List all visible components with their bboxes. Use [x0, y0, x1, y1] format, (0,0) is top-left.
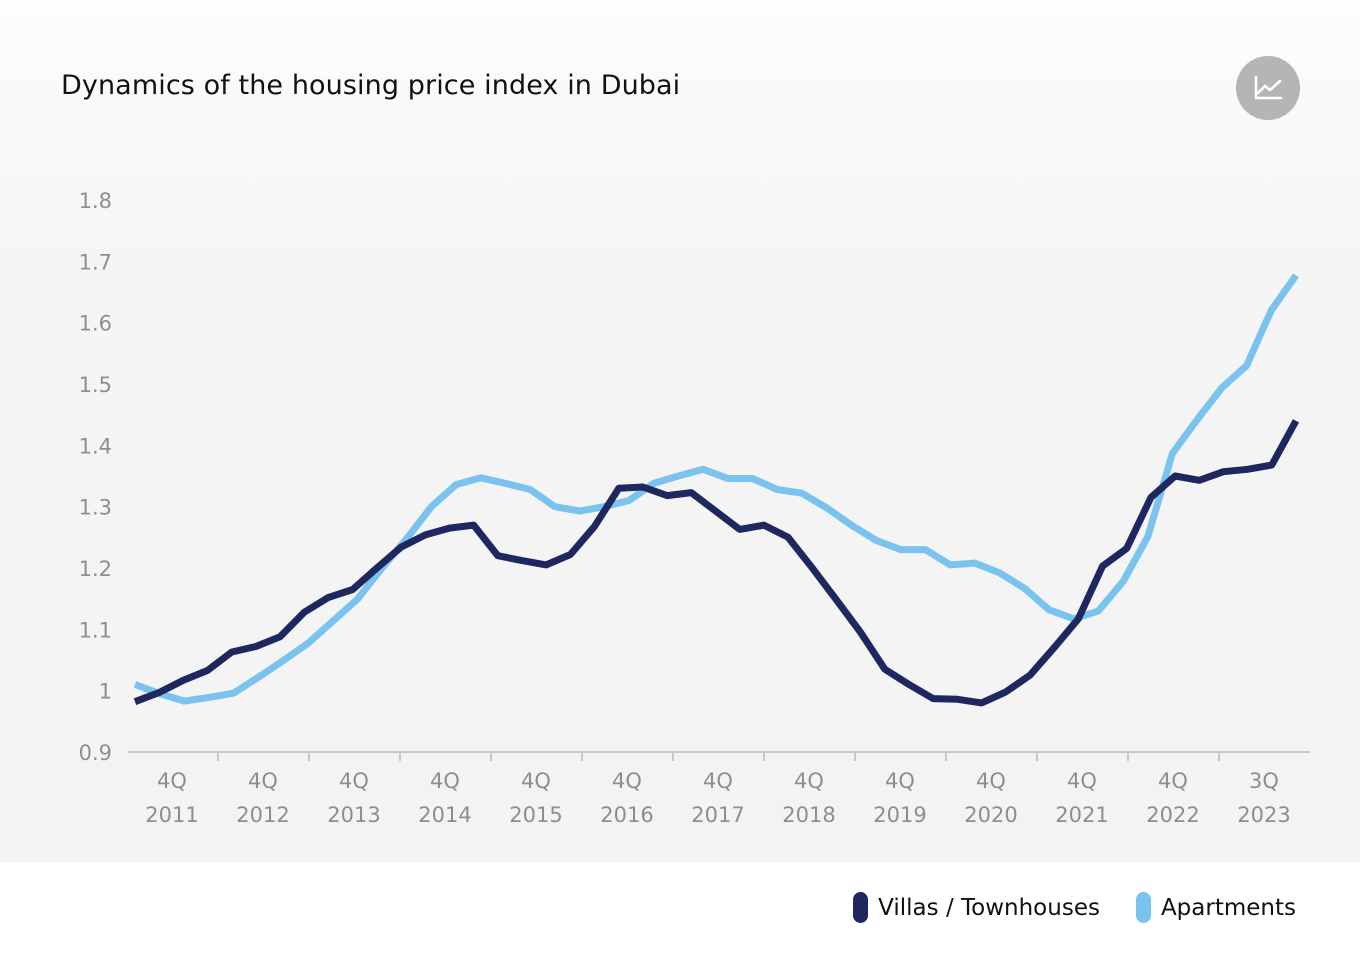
x-tick-label-quarter: 4Q [248, 769, 278, 793]
x-tick-label-quarter: 4Q [521, 769, 551, 793]
y-tick-label: 1.5 [79, 373, 112, 397]
x-axis: 4Q 2011 4Q 2012 4Q 2013 4Q 2014 4Q 2015 4Q 2016 4Q 20… [128, 751, 1310, 827]
legend-label-apartments: Apartments [1160, 894, 1296, 921]
x-tick-label-quarter: 3Q [1249, 769, 1279, 793]
x-tick-label-quarter: 4Q [612, 769, 642, 793]
x-tick-label-quarter: 4Q [430, 769, 460, 793]
x-tick-label-year: 2015 [509, 803, 562, 827]
line-chart: 0.9 1 1.1 1.2 1.3 1.4 1.5 1.6 1.7 1.8 4Q 2011 4Q 201… [79, 189, 1310, 827]
x-tick-label-quarter: 4Q [794, 769, 824, 793]
y-tick-label: 1.7 [79, 250, 112, 274]
y-tick-label: 1 [99, 680, 112, 704]
chart-title: Dynamics of the housing price index in D… [61, 70, 681, 101]
x-tick-label-year: 2023 [1237, 803, 1290, 827]
series-lines [133, 273, 1300, 707]
x-tick-label-quarter: 4Q [157, 769, 187, 793]
y-tick-label: 1.8 [79, 189, 112, 213]
y-tick-label: 1.1 [79, 618, 112, 642]
y-tick-label: 0.9 [79, 741, 112, 765]
x-tick-label-year: 2019 [873, 803, 926, 827]
x-tick-label-year: 2012 [236, 803, 289, 827]
x-tick-label-year: 2013 [327, 803, 380, 827]
x-tick-label-year: 2011 [145, 803, 198, 827]
y-axis: 0.9 1 1.1 1.2 1.3 1.4 1.5 1.6 1.7 1.8 [79, 189, 112, 765]
legend: Villas / Townhouses Apartments [853, 892, 1296, 923]
y-tick-label: 1.3 [79, 496, 112, 520]
series-line-villas[interactable] [133, 419, 1300, 707]
series-line-apartments[interactable] [133, 273, 1299, 705]
x-tick-label-quarter: 4Q [1158, 769, 1188, 793]
x-tick-label-year: 2016 [600, 803, 653, 827]
line-chart-icon [1254, 75, 1283, 100]
legend-item-apartments[interactable]: Apartments [1135, 892, 1296, 923]
chart-card: Dynamics of the housing price index in D… [0, 0, 1360, 862]
x-tick-label-year: 2022 [1146, 803, 1199, 827]
x-tick-label-year: 2017 [691, 803, 744, 827]
chart-type-button[interactable] [1236, 56, 1300, 120]
legend-item-villas[interactable]: Villas / Townhouses [853, 892, 1100, 923]
x-tick-label-year: 2020 [964, 803, 1017, 827]
legend-swatch-villas [853, 892, 869, 923]
y-tick-label: 1.4 [79, 434, 112, 458]
x-tick-label-quarter: 4Q [1067, 769, 1097, 793]
y-tick-label: 1.6 [79, 312, 112, 336]
y-tick-label: 1.2 [79, 557, 112, 581]
x-tick-label-year: 2014 [418, 803, 471, 827]
x-tick-label-quarter: 4Q [703, 769, 733, 793]
legend-label-villas: Villas / Townhouses [878, 894, 1100, 921]
x-tick-label-quarter: 4Q [885, 769, 915, 793]
legend-swatch-apartments [1135, 892, 1151, 923]
x-tick-label-year: 2021 [1055, 803, 1108, 827]
x-tick-label-year: 2018 [782, 803, 835, 827]
x-tick-label-quarter: 4Q [339, 769, 369, 793]
x-tick-label-quarter: 4Q [976, 769, 1006, 793]
